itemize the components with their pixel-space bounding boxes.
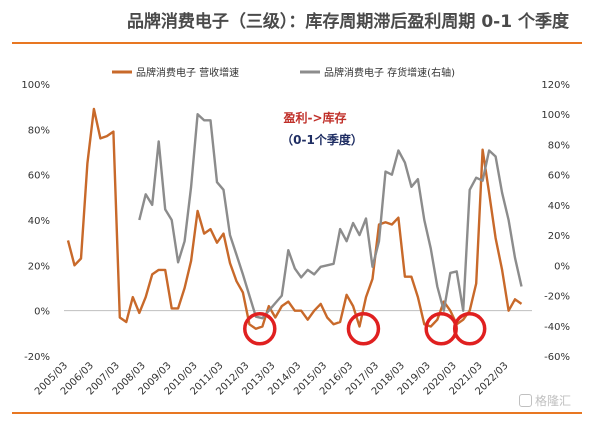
annotation-label-primary: 盈利->库存 [282,110,346,125]
watermark-logo-icon [519,394,532,407]
right-tick-label: -40% [544,322,570,333]
right-tick-label: 60% [548,171,570,182]
series-layer [66,107,523,330]
left-tick-label: -20% [24,352,50,363]
x-axis-ticks: 2005/032006/032007/032008/032009/032010/… [33,360,511,397]
highlight-circle [243,312,277,346]
left-axis-ticks: -20% 0% 20% 40% 60% 80% 100% [21,80,50,363]
footer-divider [12,412,582,414]
annotation-label-secondary: （0-1个季度） [281,132,363,147]
highlight-circles [243,312,487,346]
right-tick-label: 20% [548,231,570,242]
watermark-label: 格隆汇 [535,394,572,408]
right-tick-label: 100% [541,110,570,121]
dual-axis-line-chart: 品牌消费电子 营收增速 品牌消费电子 存货增速(右轴) -20% 0% 20% 40%… [21,66,570,397]
title-divider [12,42,582,44]
legend-label-revenue: 品牌消费电子 营收增速 [136,66,239,79]
right-tick-label: -20% [544,292,570,303]
series-line-inventory [138,113,523,320]
highlight-circle [452,312,487,346]
right-tick-label: 0% [554,261,570,272]
left-tick-label: 0% [34,307,50,318]
page-title: 品牌消费电子（三级）：库存周期滞后盈利周期 0-1 个季度 [126,12,569,32]
right-tick-label: 80% [548,140,570,151]
annotation: 盈利->库存 （0-1个季度） [281,110,363,147]
watermark: 格隆汇 [519,392,571,409]
right-tick-label: -60% [544,352,570,363]
left-tick-label: 80% [28,125,50,136]
legend: 品牌消费电子 营收增速 品牌消费电子 存货增速(右轴) [112,66,455,79]
right-tick-label: 40% [548,201,570,212]
right-axis-ticks: -60% -40% -20% 0% 20% 40% 60% 80% 100% 120% [541,80,570,363]
right-tick-label: 120% [541,80,570,91]
left-tick-label: 60% [28,171,50,182]
left-tick-label: 100% [21,80,50,91]
highlight-circle [346,312,381,346]
left-tick-label: 20% [28,261,50,272]
legend-label-inventory: 品牌消费电子 存货增速(右轴) [324,66,455,79]
left-tick-label: 40% [28,216,50,227]
highlight-circle [424,312,458,346]
